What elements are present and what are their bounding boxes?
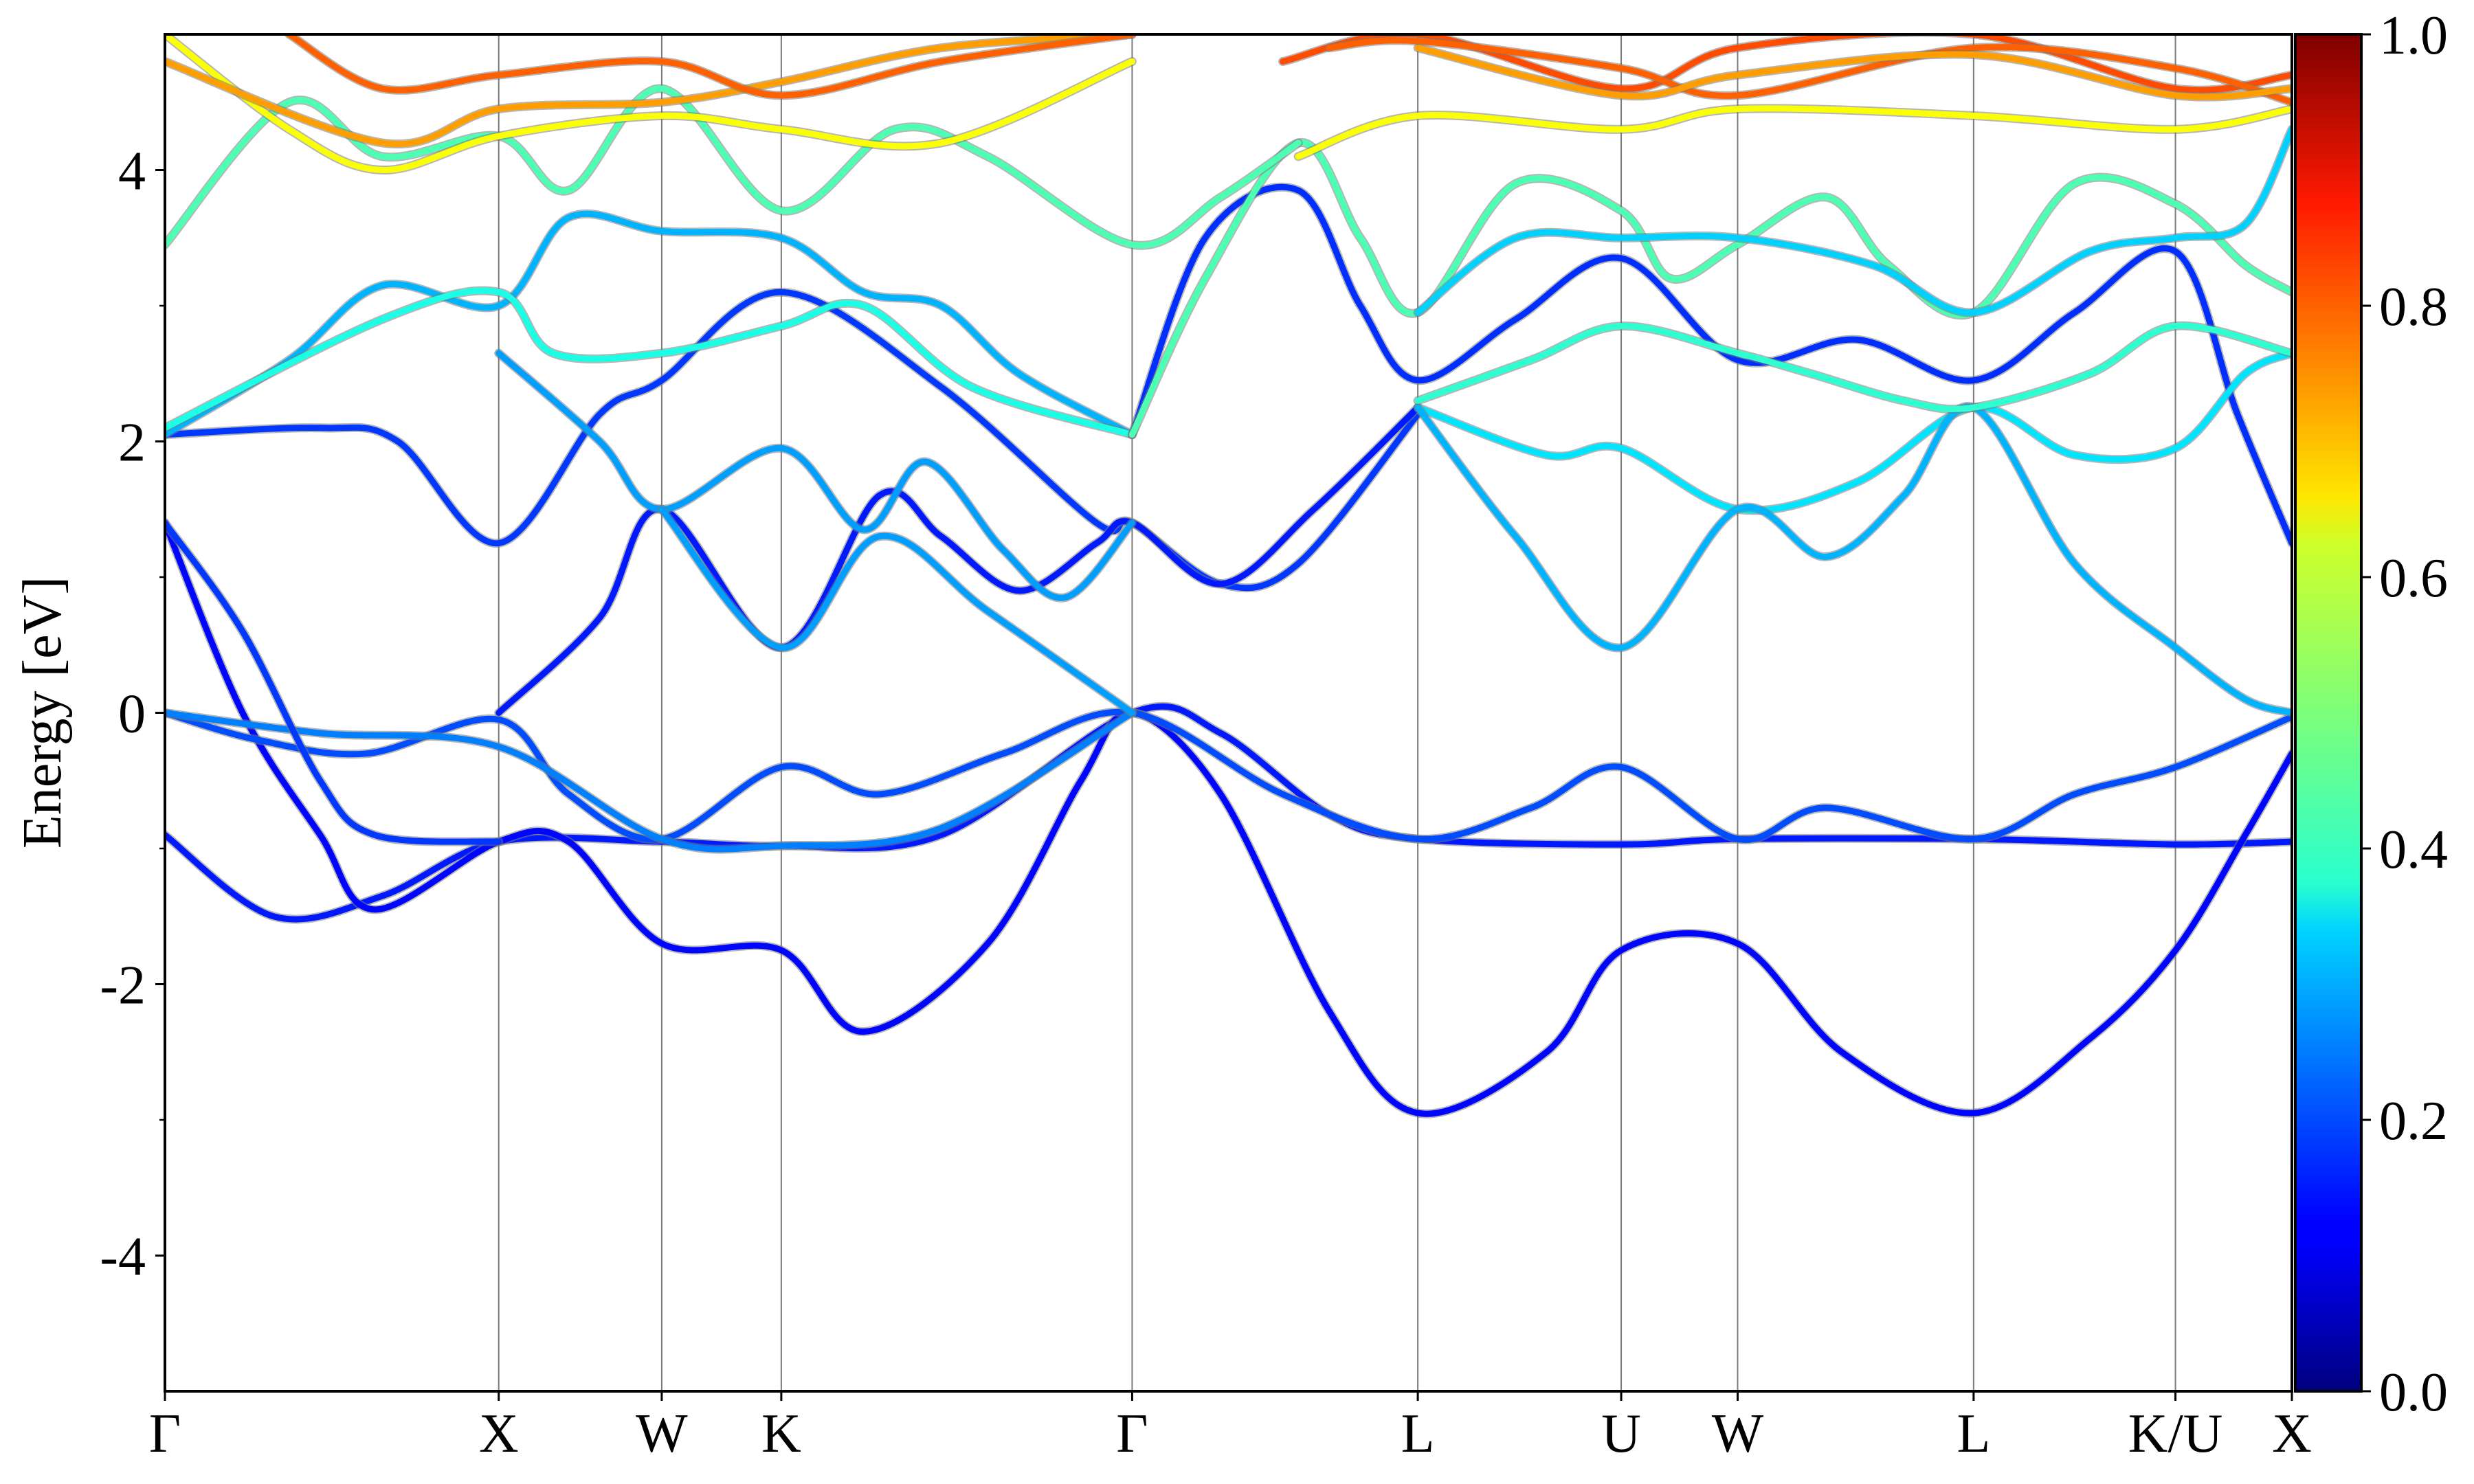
colorbar-tick-label: 0.2 [2379, 1091, 2448, 1151]
band-lines [165, 34, 2292, 1118]
band-line-outline [1127, 138, 2292, 440]
band-line [1128, 183, 2292, 547]
colorbar-tick-label: 0.0 [2379, 1362, 2448, 1423]
colorbar-tick-label: 0.4 [2379, 820, 2448, 880]
band-line [165, 519, 2292, 1117]
x-tick-label: X [479, 1404, 519, 1464]
y-tick-label: 4 [118, 142, 146, 202]
colorbar: 0.0 0.2 0.4 0.6 0.8 1.0 [2294, 5, 2448, 1423]
y-tick-label: 0 [118, 684, 146, 745]
y-tick-label: 2 [118, 413, 146, 473]
x-tick-label: X [2272, 1404, 2312, 1464]
x-tick-label: L [1401, 1404, 1435, 1464]
x-tick-label: W [636, 1404, 688, 1464]
colorbar-tick-label: 0.6 [2379, 548, 2448, 609]
band-line [165, 85, 1302, 249]
band-line-outline [165, 518, 2292, 1118]
band-line-outline [1413, 348, 2292, 515]
y-axis: -4 -2 0 2 4 [100, 142, 165, 1288]
band-line [165, 34, 1135, 148]
band-line [1414, 126, 2292, 316]
colorbar-tick-label: 1.0 [2379, 5, 2448, 66]
band-line [1326, 37, 2292, 106]
band-line [495, 404, 1421, 716]
band-line [1414, 350, 2292, 514]
y-axis-title: Energy [eV] [12, 576, 73, 848]
band-line-outline [494, 403, 1423, 717]
band-line [165, 710, 1135, 853]
band-line [286, 34, 1135, 99]
colorbar-tick-label: 0.8 [2379, 277, 2448, 337]
y-tick-label: -2 [100, 956, 146, 1016]
band-line [1414, 45, 2292, 100]
y-tick-label: -4 [100, 1227, 146, 1288]
x-tick-label: Γ [1116, 1404, 1148, 1464]
x-tick-label: K [761, 1404, 801, 1464]
band-line-outline [165, 286, 1137, 440]
band-line [165, 708, 2292, 843]
band-line [658, 506, 1135, 716]
x-tick-label: K/U [2128, 1404, 2223, 1464]
x-tick-label: L [1957, 1404, 1990, 1464]
high-symmetry-lines [498, 34, 2176, 1391]
band-line [1128, 139, 2292, 438]
band-line [495, 350, 1135, 601]
band-line [1295, 105, 2292, 160]
x-tick-label: Γ [149, 1404, 181, 1464]
x-tick-label: W [1712, 1404, 1764, 1464]
band-line [165, 210, 1135, 438]
band-line [1414, 403, 2292, 716]
band-line-outline [165, 209, 1137, 440]
colorbar-gradient [2294, 33, 2363, 1393]
band-line-outline [165, 707, 2292, 844]
x-tick-label: U [1601, 1404, 1641, 1464]
band-line [1414, 322, 2292, 412]
band-line [165, 34, 1135, 174]
band-line [165, 519, 502, 845]
x-axis: Γ X W K Γ L U W L K/U X [149, 1391, 2312, 1464]
band-line [165, 703, 2292, 923]
band-line [165, 287, 1135, 438]
